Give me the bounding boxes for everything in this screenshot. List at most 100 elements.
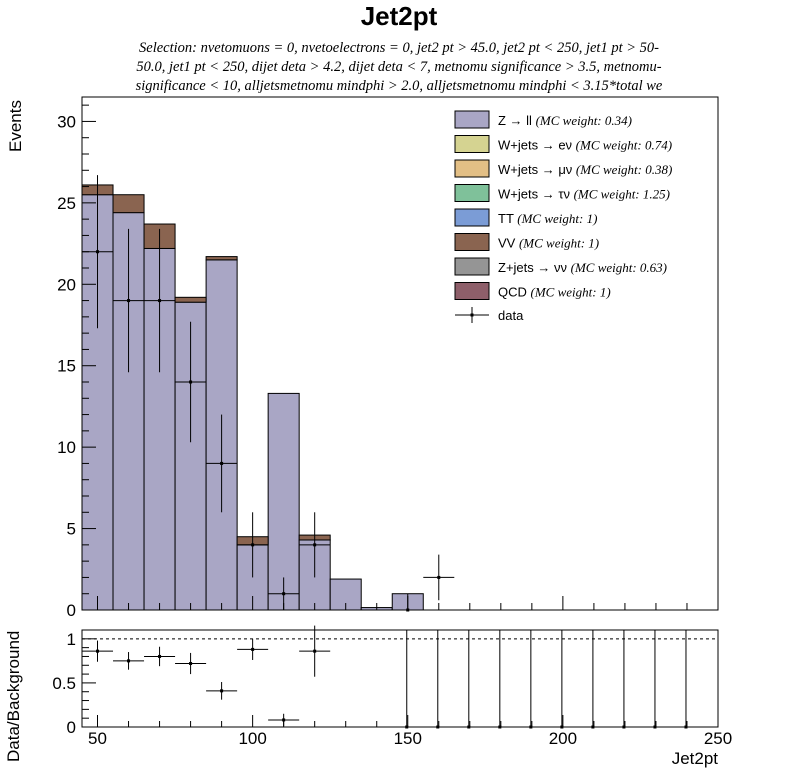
histogram-bar bbox=[205, 256, 238, 261]
legend-swatch bbox=[454, 135, 490, 153]
data-marker bbox=[189, 380, 193, 384]
legend-data-marker bbox=[470, 313, 474, 317]
legend-item: TT (MC weight: 1) bbox=[454, 208, 597, 227]
y-axis-label: Events bbox=[6, 100, 25, 152]
data-point bbox=[175, 321, 207, 443]
legend-label: W+jets → τν (MC weight: 1.25) bbox=[498, 187, 670, 202]
ratio-marker bbox=[189, 662, 193, 666]
y-tick-label: 5 bbox=[67, 520, 76, 539]
ratio-empty-bin-marker bbox=[498, 725, 502, 729]
histogram-bar bbox=[112, 194, 145, 214]
ratio-empty-bin bbox=[529, 630, 533, 729]
ratio-point bbox=[113, 652, 145, 670]
x-tick-label: 150 bbox=[394, 729, 422, 748]
ratio-empty-bin bbox=[622, 630, 626, 729]
legend-item: QCD (MC weight: 1) bbox=[454, 282, 611, 300]
selection-line-1: Selection: nvetomuons = 0, nvetoelectron… bbox=[139, 40, 659, 56]
ratio-marker bbox=[220, 689, 224, 693]
legend-label: QCD (MC weight: 1) bbox=[498, 285, 611, 300]
data-marker bbox=[96, 250, 100, 254]
ratio-empty-bin-marker bbox=[591, 725, 595, 729]
legend-weight: (MC weight: 1) bbox=[517, 211, 597, 226]
legend-swatch bbox=[454, 184, 490, 202]
ratio-y-tick-label: 0.5 bbox=[52, 674, 76, 693]
legend-swatch bbox=[454, 159, 490, 178]
data-marker bbox=[220, 461, 224, 465]
ratio-empty-bin bbox=[436, 630, 440, 729]
y-tick-label: 25 bbox=[57, 194, 76, 213]
ratio-point bbox=[82, 640, 114, 662]
chart-title: Jet2pt bbox=[361, 1, 438, 31]
data-marker bbox=[313, 543, 317, 547]
ratio-point bbox=[299, 625, 331, 677]
ratio-point bbox=[268, 713, 300, 727]
ratio-point bbox=[237, 638, 269, 660]
legend-item: VV (MC weight: 1) bbox=[454, 233, 599, 251]
legend-label: W+jets → eν (MC weight: 0.74) bbox=[498, 138, 672, 153]
legend-weight: (MC weight: 1) bbox=[531, 285, 611, 300]
y-tick-label: 10 bbox=[57, 438, 76, 457]
data-point bbox=[237, 512, 269, 578]
legend-label: Z → ll (MC weight: 0.34) bbox=[498, 113, 632, 128]
x-tick-label: 200 bbox=[549, 729, 577, 748]
legend-swatch bbox=[454, 208, 490, 227]
x-tick-label: 50 bbox=[88, 729, 107, 748]
ratio-marker bbox=[313, 649, 317, 653]
ratio-empty-bin-marker bbox=[653, 725, 657, 729]
ratio-empty-bin-marker bbox=[684, 725, 688, 729]
ratio-empty-bin bbox=[653, 630, 657, 729]
data-point bbox=[144, 228, 176, 373]
data-point bbox=[206, 414, 238, 513]
x-tick-label: 250 bbox=[704, 729, 732, 748]
data-point bbox=[268, 577, 300, 610]
ratio-y-tick-label: 1 bbox=[67, 630, 76, 649]
ratio-point bbox=[144, 646, 176, 667]
ratio-y-tick-label: 0 bbox=[67, 718, 76, 737]
legend-weight: (MC weight: 0.34) bbox=[536, 113, 632, 128]
legend-item: Z+jets → νν (MC weight: 0.63) bbox=[454, 257, 667, 276]
legend-item: W+jets → τν (MC weight: 1.25) bbox=[454, 184, 670, 202]
ratio-empty-bin bbox=[560, 630, 564, 729]
legend-label: Z+jets → νν (MC weight: 0.63) bbox=[498, 260, 667, 275]
ratio-marker bbox=[127, 659, 131, 663]
legend-weight: (MC weight: 0.74) bbox=[576, 138, 672, 153]
ratio-empty-bin-marker bbox=[622, 725, 626, 729]
data-point bbox=[392, 593, 424, 612]
ratio-empty-bin bbox=[591, 630, 595, 729]
ratio-empty-bin bbox=[405, 630, 409, 729]
legend-item: Z → ll (MC weight: 0.34) bbox=[454, 110, 632, 129]
y-tick-label: 30 bbox=[57, 112, 76, 131]
selection-line-2: 50.0, jet1 pt < 250, dijet deta > 4.2, d… bbox=[136, 59, 661, 75]
data-marker bbox=[158, 299, 162, 303]
legend-weight: (MC weight: 0.63) bbox=[571, 260, 667, 275]
ratio-point bbox=[206, 682, 238, 700]
legend-swatch bbox=[454, 282, 490, 300]
legend-swatch bbox=[454, 233, 490, 251]
ratio-empty-bin-marker bbox=[467, 725, 471, 729]
legend-label: data bbox=[498, 308, 524, 323]
x-axis-label: Jet2pt bbox=[672, 749, 719, 768]
data-point bbox=[113, 228, 145, 373]
legend-item-data: data bbox=[455, 307, 524, 323]
ratio-plot-frame bbox=[81, 629, 719, 728]
legend-label: W+jets → μν (MC weight: 0.38) bbox=[498, 162, 672, 177]
main-plot: 0 5 10 15 20 25 30 Z → ll (MC weight: 0.34) W+je… bbox=[57, 96, 719, 620]
data-point bbox=[299, 512, 331, 578]
legend-label: VV (MC weight: 1) bbox=[498, 236, 599, 251]
ratio-y-axis-label: Data/Background bbox=[4, 631, 23, 762]
selection-line-3: significance < 10, alljetsmetnomu mindph… bbox=[136, 78, 663, 94]
data-marker bbox=[406, 608, 410, 612]
y-tick-label: 0 bbox=[67, 601, 76, 620]
legend-label: TT (MC weight: 1) bbox=[498, 211, 597, 226]
data-marker bbox=[251, 543, 255, 547]
legend-weight: (MC weight: 0.38) bbox=[576, 162, 672, 177]
y-tick-label: 20 bbox=[57, 275, 76, 294]
ratio-empty-bin-marker bbox=[436, 725, 440, 729]
legend-item: W+jets → eν (MC weight: 0.74) bbox=[454, 135, 672, 153]
y-tick-label: 15 bbox=[57, 357, 76, 376]
ratio-marker bbox=[158, 654, 162, 658]
ratio-marker bbox=[251, 647, 255, 651]
histogram-bar bbox=[174, 296, 207, 303]
